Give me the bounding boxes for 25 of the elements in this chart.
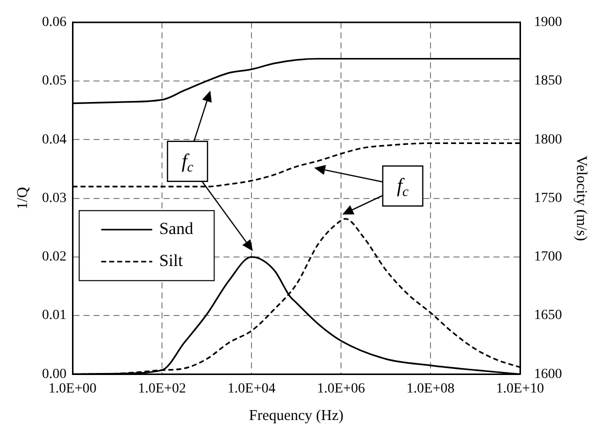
y-axis-title: 1/Q	[14, 186, 31, 210]
y2-tick-label: 1900	[534, 15, 562, 30]
y2-tick-label: 1700	[534, 250, 562, 265]
x-tick-label: 1.0E+08	[406, 381, 454, 396]
x-tick-label: 1.0E+00	[48, 381, 96, 396]
y2-tick-label: 1600	[534, 366, 562, 382]
y2-tick-label: 1650	[534, 308, 562, 324]
y-tick-label: 0.04	[42, 132, 66, 148]
y-tick-label: 0.03	[42, 190, 66, 206]
x-axis-title: Frequency (Hz)	[248, 408, 344, 424]
x-tick-label: 1.0E+10	[496, 381, 544, 396]
y2-tick-label: 1750	[534, 190, 562, 206]
x-tick-label: 1.0E+06	[317, 381, 365, 396]
y2-axis-title: Velocity (m/s)	[573, 156, 590, 242]
y2-tick-label: 1800	[534, 132, 562, 148]
legend-label: Sand	[159, 219, 194, 238]
legend-label: Silt	[159, 251, 184, 270]
y-tick-label: 0.01	[42, 308, 66, 324]
y-tick-label: 0.02	[42, 250, 66, 265]
y2-tick-label: 1850	[534, 74, 562, 89]
y-tick-label: 0.06	[42, 15, 66, 30]
y-tick-label: 0.00	[42, 366, 66, 382]
y-tick-label: 0.05	[42, 74, 66, 89]
x-tick-label: 1.0E+04	[228, 381, 276, 396]
x-tick-label: 1.0E+02	[138, 381, 186, 396]
